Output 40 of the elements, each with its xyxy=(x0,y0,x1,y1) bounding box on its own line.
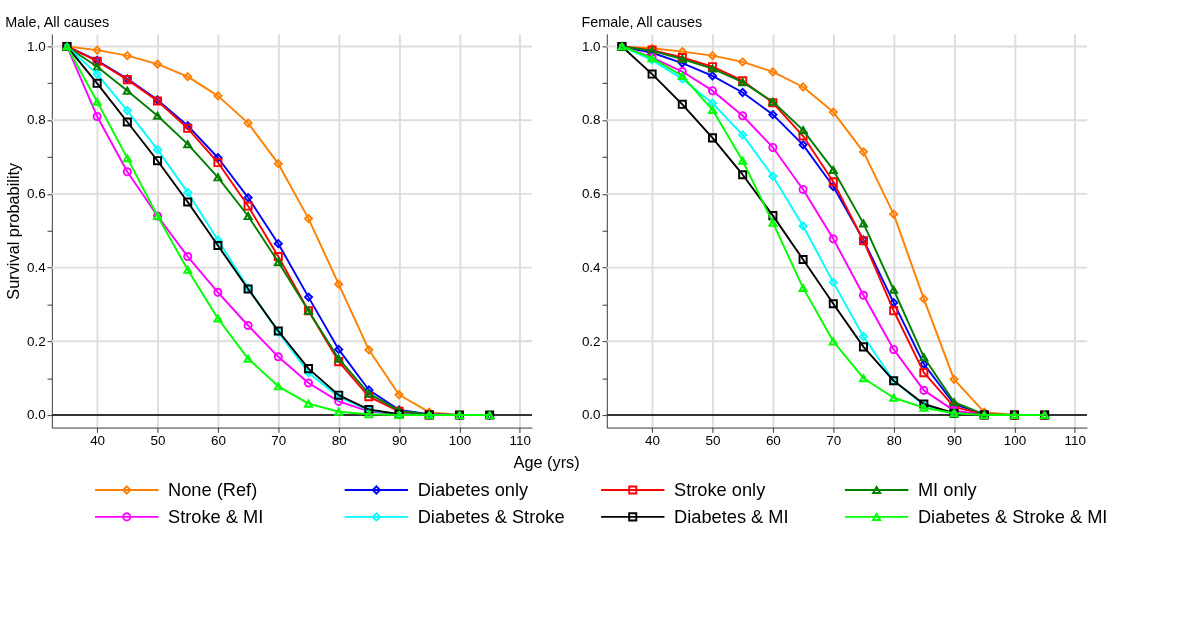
x-tick-label: 80 xyxy=(331,433,347,449)
y-tick-label: 0.0 xyxy=(581,407,601,423)
chart-title: Female, All causes xyxy=(581,14,703,31)
legend-label: MI only xyxy=(917,478,978,500)
x-tick-label: 40 xyxy=(645,433,661,449)
y-tick-label: 0.2 xyxy=(581,333,601,349)
y-tick-label: 1.0 xyxy=(581,38,601,54)
legend-label: Stroke only xyxy=(674,478,767,500)
legend-label: None (Ref) xyxy=(168,478,258,500)
chart-title: Male, All causes xyxy=(5,14,110,31)
y-axis-title: Survival probability xyxy=(4,161,23,300)
x-tick-label: 90 xyxy=(947,433,963,449)
y-tick-label: 0.8 xyxy=(581,112,601,128)
y-tick-label: 1.0 xyxy=(26,38,46,54)
y-tick-label: 0.0 xyxy=(26,407,46,423)
legend-label: Diabetes only xyxy=(417,478,530,500)
y-tick-label: 0.8 xyxy=(26,112,46,128)
y-tick-label: 0.4 xyxy=(26,259,47,275)
legend-label: Diabetes & Stroke & MI xyxy=(917,505,1108,527)
y-tick-label: 0.4 xyxy=(581,259,602,275)
legend-label: Diabetes & Stroke xyxy=(417,505,565,527)
x-tick-label: 50 xyxy=(705,433,721,449)
x-tick-label: 110 xyxy=(509,433,532,449)
x-tick-label: 70 xyxy=(826,433,842,449)
y-tick-label: 0.6 xyxy=(26,186,46,202)
x-tick-label: 100 xyxy=(448,433,472,449)
x-tick-label: 110 xyxy=(1064,433,1087,449)
y-tick-label: 0.2 xyxy=(26,333,46,349)
x-tick-label: 60 xyxy=(765,433,781,449)
x-tick-label: 80 xyxy=(886,433,902,449)
y-tick-label: 0.6 xyxy=(581,186,601,202)
x-tick-label: 90 xyxy=(392,433,408,449)
x-tick-label: 60 xyxy=(210,433,226,449)
legend-label: Diabetes & MI xyxy=(674,505,789,527)
x-tick-label: 50 xyxy=(150,433,166,449)
legend-label: Stroke & MI xyxy=(168,505,264,527)
x-tick-label: 40 xyxy=(90,433,106,449)
x-tick-label: 100 xyxy=(1003,433,1027,449)
x-axis-title: Age (yrs) xyxy=(513,452,580,471)
x-tick-label: 70 xyxy=(271,433,287,449)
